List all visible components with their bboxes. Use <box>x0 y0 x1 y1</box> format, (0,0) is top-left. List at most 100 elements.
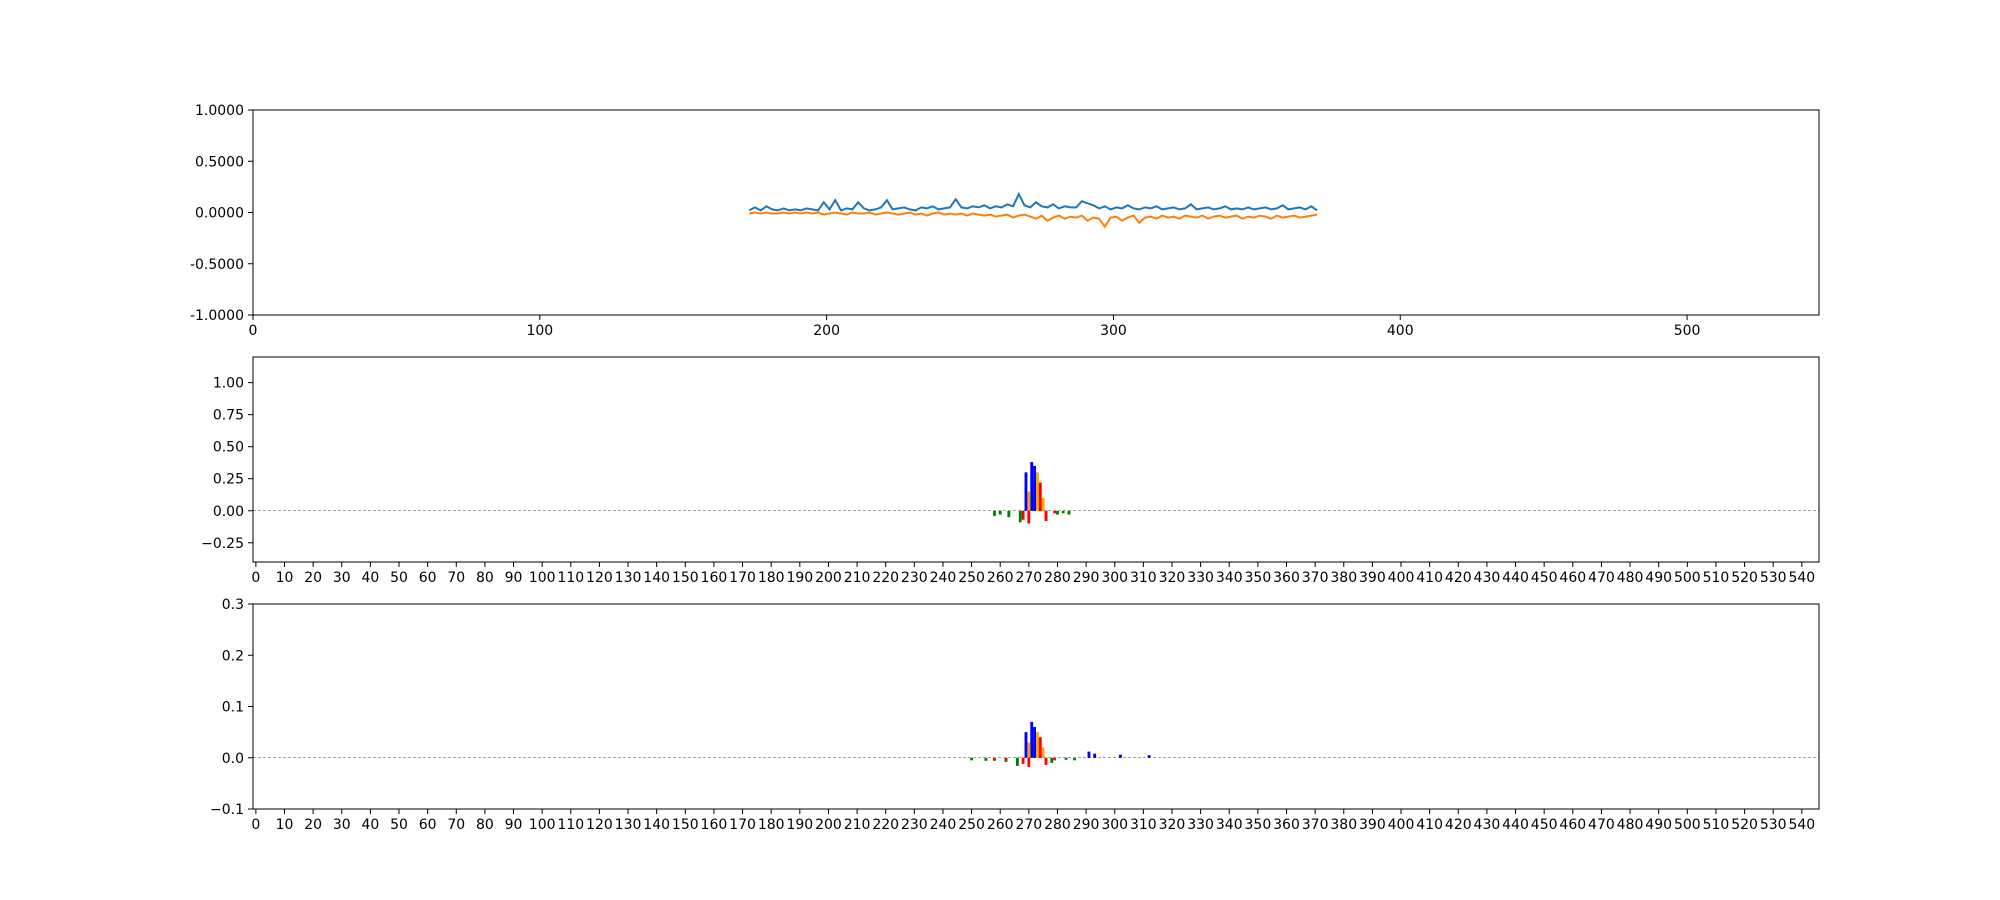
attribution-bar <box>1067 510 1071 515</box>
x-tick-label: 180 <box>758 817 785 833</box>
x-tick-label: 0 <box>251 817 260 833</box>
y-tick-label: 1.0000 <box>195 103 244 119</box>
y-tick-label: 0.50 <box>213 440 244 456</box>
x-tick-label: 200 <box>815 817 842 833</box>
x-tick-label: 330 <box>1187 817 1214 833</box>
attribution-bar <box>1030 462 1034 511</box>
x-tick-label: 370 <box>1302 817 1329 833</box>
y-tick-label: 0.00 <box>213 504 244 520</box>
x-tick-label: 380 <box>1330 570 1357 586</box>
attribution-bar <box>1073 757 1077 761</box>
x-tick-label: 180 <box>758 570 785 586</box>
x-tick-label: 0 <box>251 570 260 586</box>
x-tick-label: 340 <box>1216 570 1243 586</box>
x-tick-label: 210 <box>844 817 871 833</box>
x-tick-label: 30 <box>333 570 351 586</box>
x-tick-label: 360 <box>1273 817 1300 833</box>
x-tick-label: 190 <box>786 570 813 586</box>
attribution-bar <box>1044 510 1048 521</box>
x-tick-label: 120 <box>586 817 613 833</box>
x-tick-label: 110 <box>557 570 584 586</box>
x-tick-label: 500 <box>1674 817 1701 833</box>
x-tick-label: 70 <box>447 817 465 833</box>
y-tick-label: 0.75 <box>213 408 244 424</box>
x-tick-label: 190 <box>786 817 813 833</box>
x-tick-label: 470 <box>1588 570 1615 586</box>
attribution-bar <box>1024 732 1028 758</box>
x-tick-label: 290 <box>1073 817 1100 833</box>
x-tick-label: 540 <box>1788 570 1815 586</box>
attribution-bar <box>1041 747 1045 758</box>
x-tick-label: 540 <box>1788 817 1815 833</box>
x-tick-label: 320 <box>1159 817 1186 833</box>
x-tick-label: 440 <box>1502 817 1529 833</box>
y-tick-label: 1.00 <box>213 376 244 392</box>
x-tick-label: 450 <box>1531 570 1558 586</box>
x-tick-label: 300 <box>1101 817 1128 833</box>
x-tick-label: 310 <box>1130 817 1157 833</box>
x-tick-label: 400 <box>1387 323 1414 339</box>
attribution-bar <box>1015 757 1019 766</box>
x-tick-label: 60 <box>419 570 437 586</box>
x-tick-label: 510 <box>1703 817 1730 833</box>
attribution-bar <box>1004 757 1008 761</box>
y-tick-label: 0.2 <box>222 648 244 664</box>
x-tick-label: 260 <box>987 817 1014 833</box>
attribution-bar <box>1027 491 1031 511</box>
x-tick-label: 210 <box>844 570 871 586</box>
x-tick-label: 460 <box>1559 817 1586 833</box>
x-tick-label: 120 <box>586 570 613 586</box>
x-tick-label: 140 <box>643 817 670 833</box>
x-tick-label: 260 <box>987 570 1014 586</box>
x-tick-label: 430 <box>1474 817 1501 833</box>
x-tick-label: 0 <box>249 323 258 339</box>
x-tick-label: 250 <box>958 570 985 586</box>
x-tick-label: 130 <box>615 570 642 586</box>
x-tick-label: 380 <box>1330 817 1357 833</box>
y-tick-label: 0.0 <box>222 751 244 767</box>
x-tick-label: 510 <box>1703 570 1730 586</box>
x-tick-label: 100 <box>526 323 553 339</box>
x-tick-label: 160 <box>701 570 728 586</box>
x-tick-label: 310 <box>1130 570 1157 586</box>
x-tick-label: 500 <box>1674 570 1701 586</box>
x-tick-label: 320 <box>1159 570 1186 586</box>
x-tick-label: 390 <box>1359 817 1386 833</box>
x-tick-label: 480 <box>1617 570 1644 586</box>
x-tick-label: 370 <box>1302 570 1329 586</box>
attribution-bar <box>998 510 1002 515</box>
x-tick-label: 460 <box>1559 570 1586 586</box>
x-tick-label: 490 <box>1645 817 1672 833</box>
attribution-bar <box>993 757 996 761</box>
attribution-bar <box>993 510 996 516</box>
series-line-2 <box>749 211 1318 229</box>
x-tick-label: 90 <box>505 570 523 586</box>
x-tick-label: 10 <box>276 570 294 586</box>
x-tick-label: 350 <box>1245 570 1272 586</box>
x-tick-label: 110 <box>557 817 584 833</box>
x-tick-label: 10 <box>276 817 294 833</box>
attribution-bar <box>1033 465 1036 511</box>
y-tick-label: 0.25 <box>213 472 244 488</box>
x-tick-label: 40 <box>361 817 379 833</box>
x-tick-label: 400 <box>1388 570 1415 586</box>
x-tick-label: 350 <box>1245 817 1272 833</box>
attribution-bar <box>1050 757 1054 763</box>
attribution-bar <box>1018 510 1022 523</box>
x-tick-label: 50 <box>390 817 408 833</box>
x-tick-label: 480 <box>1617 817 1644 833</box>
attribution-bar <box>1030 721 1034 758</box>
x-tick-label: 140 <box>643 570 670 586</box>
attribution-bar <box>1027 757 1031 767</box>
x-tick-label: 20 <box>304 817 322 833</box>
y-tick-label: 0.1 <box>222 700 244 716</box>
x-tick-label: 300 <box>1101 570 1128 586</box>
attribution-bar <box>1021 757 1025 764</box>
x-tick-label: 170 <box>729 817 756 833</box>
axes-frame <box>252 356 1820 563</box>
x-tick-label: 80 <box>476 570 494 586</box>
attribution-bar <box>1021 510 1025 520</box>
x-tick-label: 410 <box>1416 570 1443 586</box>
x-tick-label: 290 <box>1073 570 1100 586</box>
x-tick-label: 80 <box>476 817 494 833</box>
